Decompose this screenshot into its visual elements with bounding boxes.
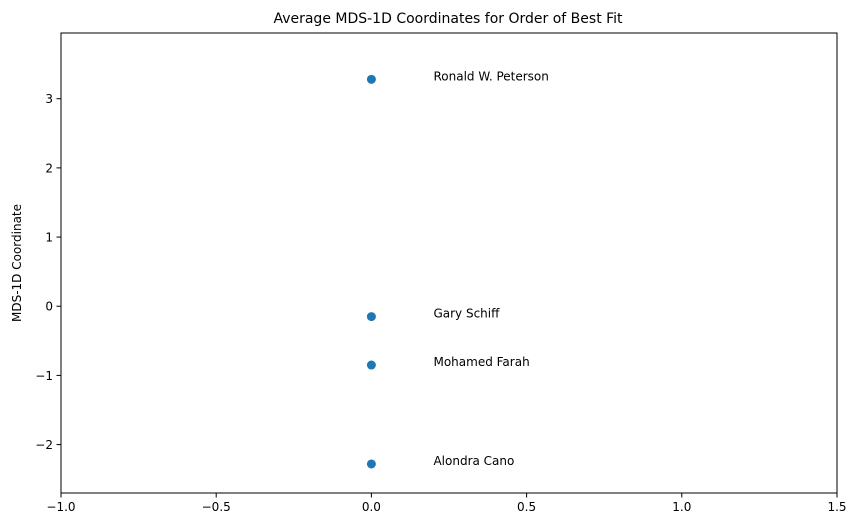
x-tick-label: −0.5 (202, 500, 231, 514)
y-tick-label: 0 (45, 300, 53, 314)
x-tick-label: 1.0 (672, 500, 691, 514)
y-axis-ticks: −2 −1 0 1 2 3 (35, 92, 61, 452)
data-points (366, 74, 376, 469)
x-tick-label: −1.0 (46, 500, 75, 514)
point-annotations: Ronald W. Peterson Gary Schiff Mohamed Far… (433, 69, 548, 468)
data-point (366, 312, 376, 322)
x-tick-label: 1.5 (827, 500, 846, 514)
y-tick-label: −2 (35, 438, 53, 452)
point-label: Ronald W. Peterson (433, 69, 548, 83)
y-tick-label: 3 (45, 92, 53, 106)
point-label: Mohamed Farah (433, 355, 529, 369)
point-label: Alondra Cano (433, 454, 514, 468)
y-tick-label: −1 (35, 369, 53, 383)
data-point (366, 459, 376, 469)
x-axis-ticks: −1.0 −0.5 0.0 0.5 1.0 1.5 (46, 493, 847, 514)
y-tick-label: 1 (45, 231, 53, 245)
data-point (366, 74, 376, 84)
data-point (366, 360, 376, 370)
y-tick-label: 2 (45, 161, 53, 175)
x-tick-label: 0.5 (517, 500, 536, 514)
y-axis-label: MDS-1D Coordinate (10, 204, 24, 322)
plot-frame (60, 32, 838, 494)
chart-title: Average MDS-1D Coordinates for Order of … (273, 11, 623, 27)
point-label: Gary Schiff (433, 307, 500, 321)
x-tick-label: 0.0 (362, 500, 381, 514)
